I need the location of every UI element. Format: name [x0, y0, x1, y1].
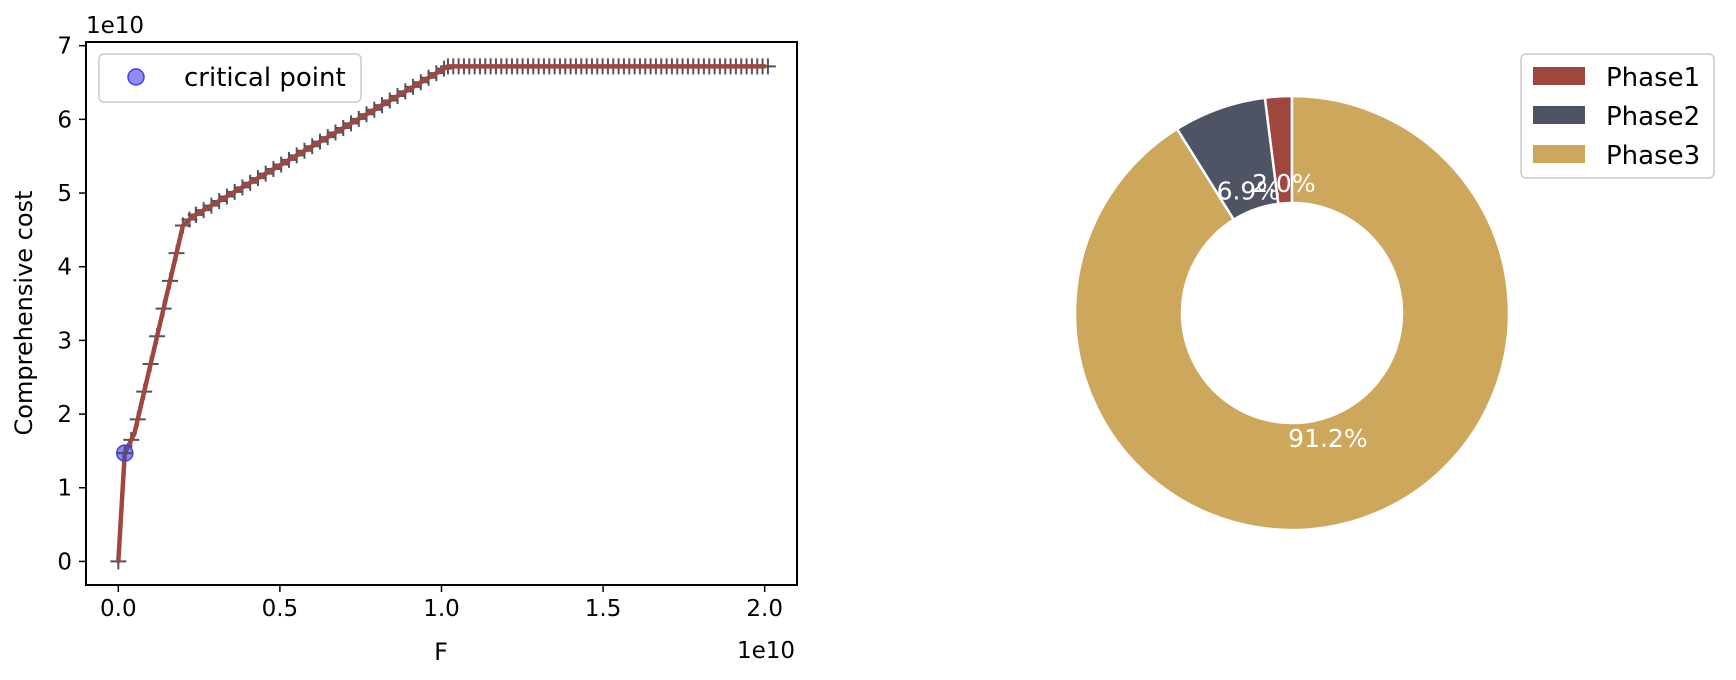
y-tick-label: 2	[57, 402, 72, 428]
donut-labels: 2.0%6.9% 91.2%	[1217, 169, 1368, 453]
y-axis-label: Comprehensive cost	[10, 191, 38, 436]
legend-swatch-phase1	[1533, 67, 1585, 85]
legend-marker-critical-point	[127, 68, 145, 86]
y-tick-label: 6	[57, 107, 72, 133]
x-axis-ticks: 0.0 0.5 1.0 1.5 2.0	[100, 585, 783, 622]
y-tick-label: 5	[57, 181, 72, 207]
legend-swatch-phase2	[1533, 106, 1585, 124]
x-tick-label: 0.0	[100, 596, 137, 622]
legend-label-critical-point: critical point	[184, 63, 346, 93]
legend-label-phase2: Phase2	[1606, 102, 1700, 132]
cost-markers	[110, 58, 776, 570]
legend-label-phase1: Phase1	[1606, 63, 1700, 93]
y-tick-label: 7	[57, 34, 72, 60]
donut-wedge-phase3	[1073, 94, 1511, 532]
x-tick-label: 0.5	[262, 596, 299, 622]
y-tick-label: 4	[57, 255, 72, 281]
line-legend-box	[98, 53, 362, 103]
donut-label-phase2: 6.9%	[1217, 176, 1281, 205]
line-legend: critical point	[98, 53, 362, 103]
x-tick-label: 2.0	[746, 596, 783, 622]
legend-label-phase3: Phase3	[1606, 141, 1700, 171]
y-tick-label: 1	[57, 476, 72, 502]
line-plot-frame	[85, 41, 798, 586]
y-offset-text: 1e10	[86, 13, 144, 39]
legend-swatch-phase3	[1533, 145, 1585, 163]
critical-point-marker	[116, 445, 133, 462]
x-offset-text: 1e10	[737, 638, 795, 664]
y-tick-label: 3	[57, 328, 72, 354]
donut-chart: 2.0%6.9% 91.2% Phase1 Phase2 Phase3	[1073, 53, 1715, 532]
line-series-layer	[110, 58, 776, 570]
donut-legend: Phase1 Phase2 Phase3	[1520, 53, 1715, 179]
cost-line	[116, 64, 767, 564]
y-tick-label: 0	[57, 549, 72, 575]
donut-label-phase3: 91.2%	[1288, 424, 1367, 453]
y-axis-ticks: 0 1 2 3 4 5 6 7	[57, 34, 86, 575]
x-tick-label: 1.0	[423, 596, 460, 622]
donut-label-phase1: 2.0%	[1252, 169, 1316, 198]
x-axis-label: F	[434, 638, 448, 666]
x-tick-label: 1.5	[585, 596, 622, 622]
line-chart: 0.0 0.5 1.0 1.5 2.0 0 1 2 3 4 5 6 7 1e10 1e10 F Com…	[10, 13, 798, 666]
donut-wedges	[1073, 94, 1511, 532]
